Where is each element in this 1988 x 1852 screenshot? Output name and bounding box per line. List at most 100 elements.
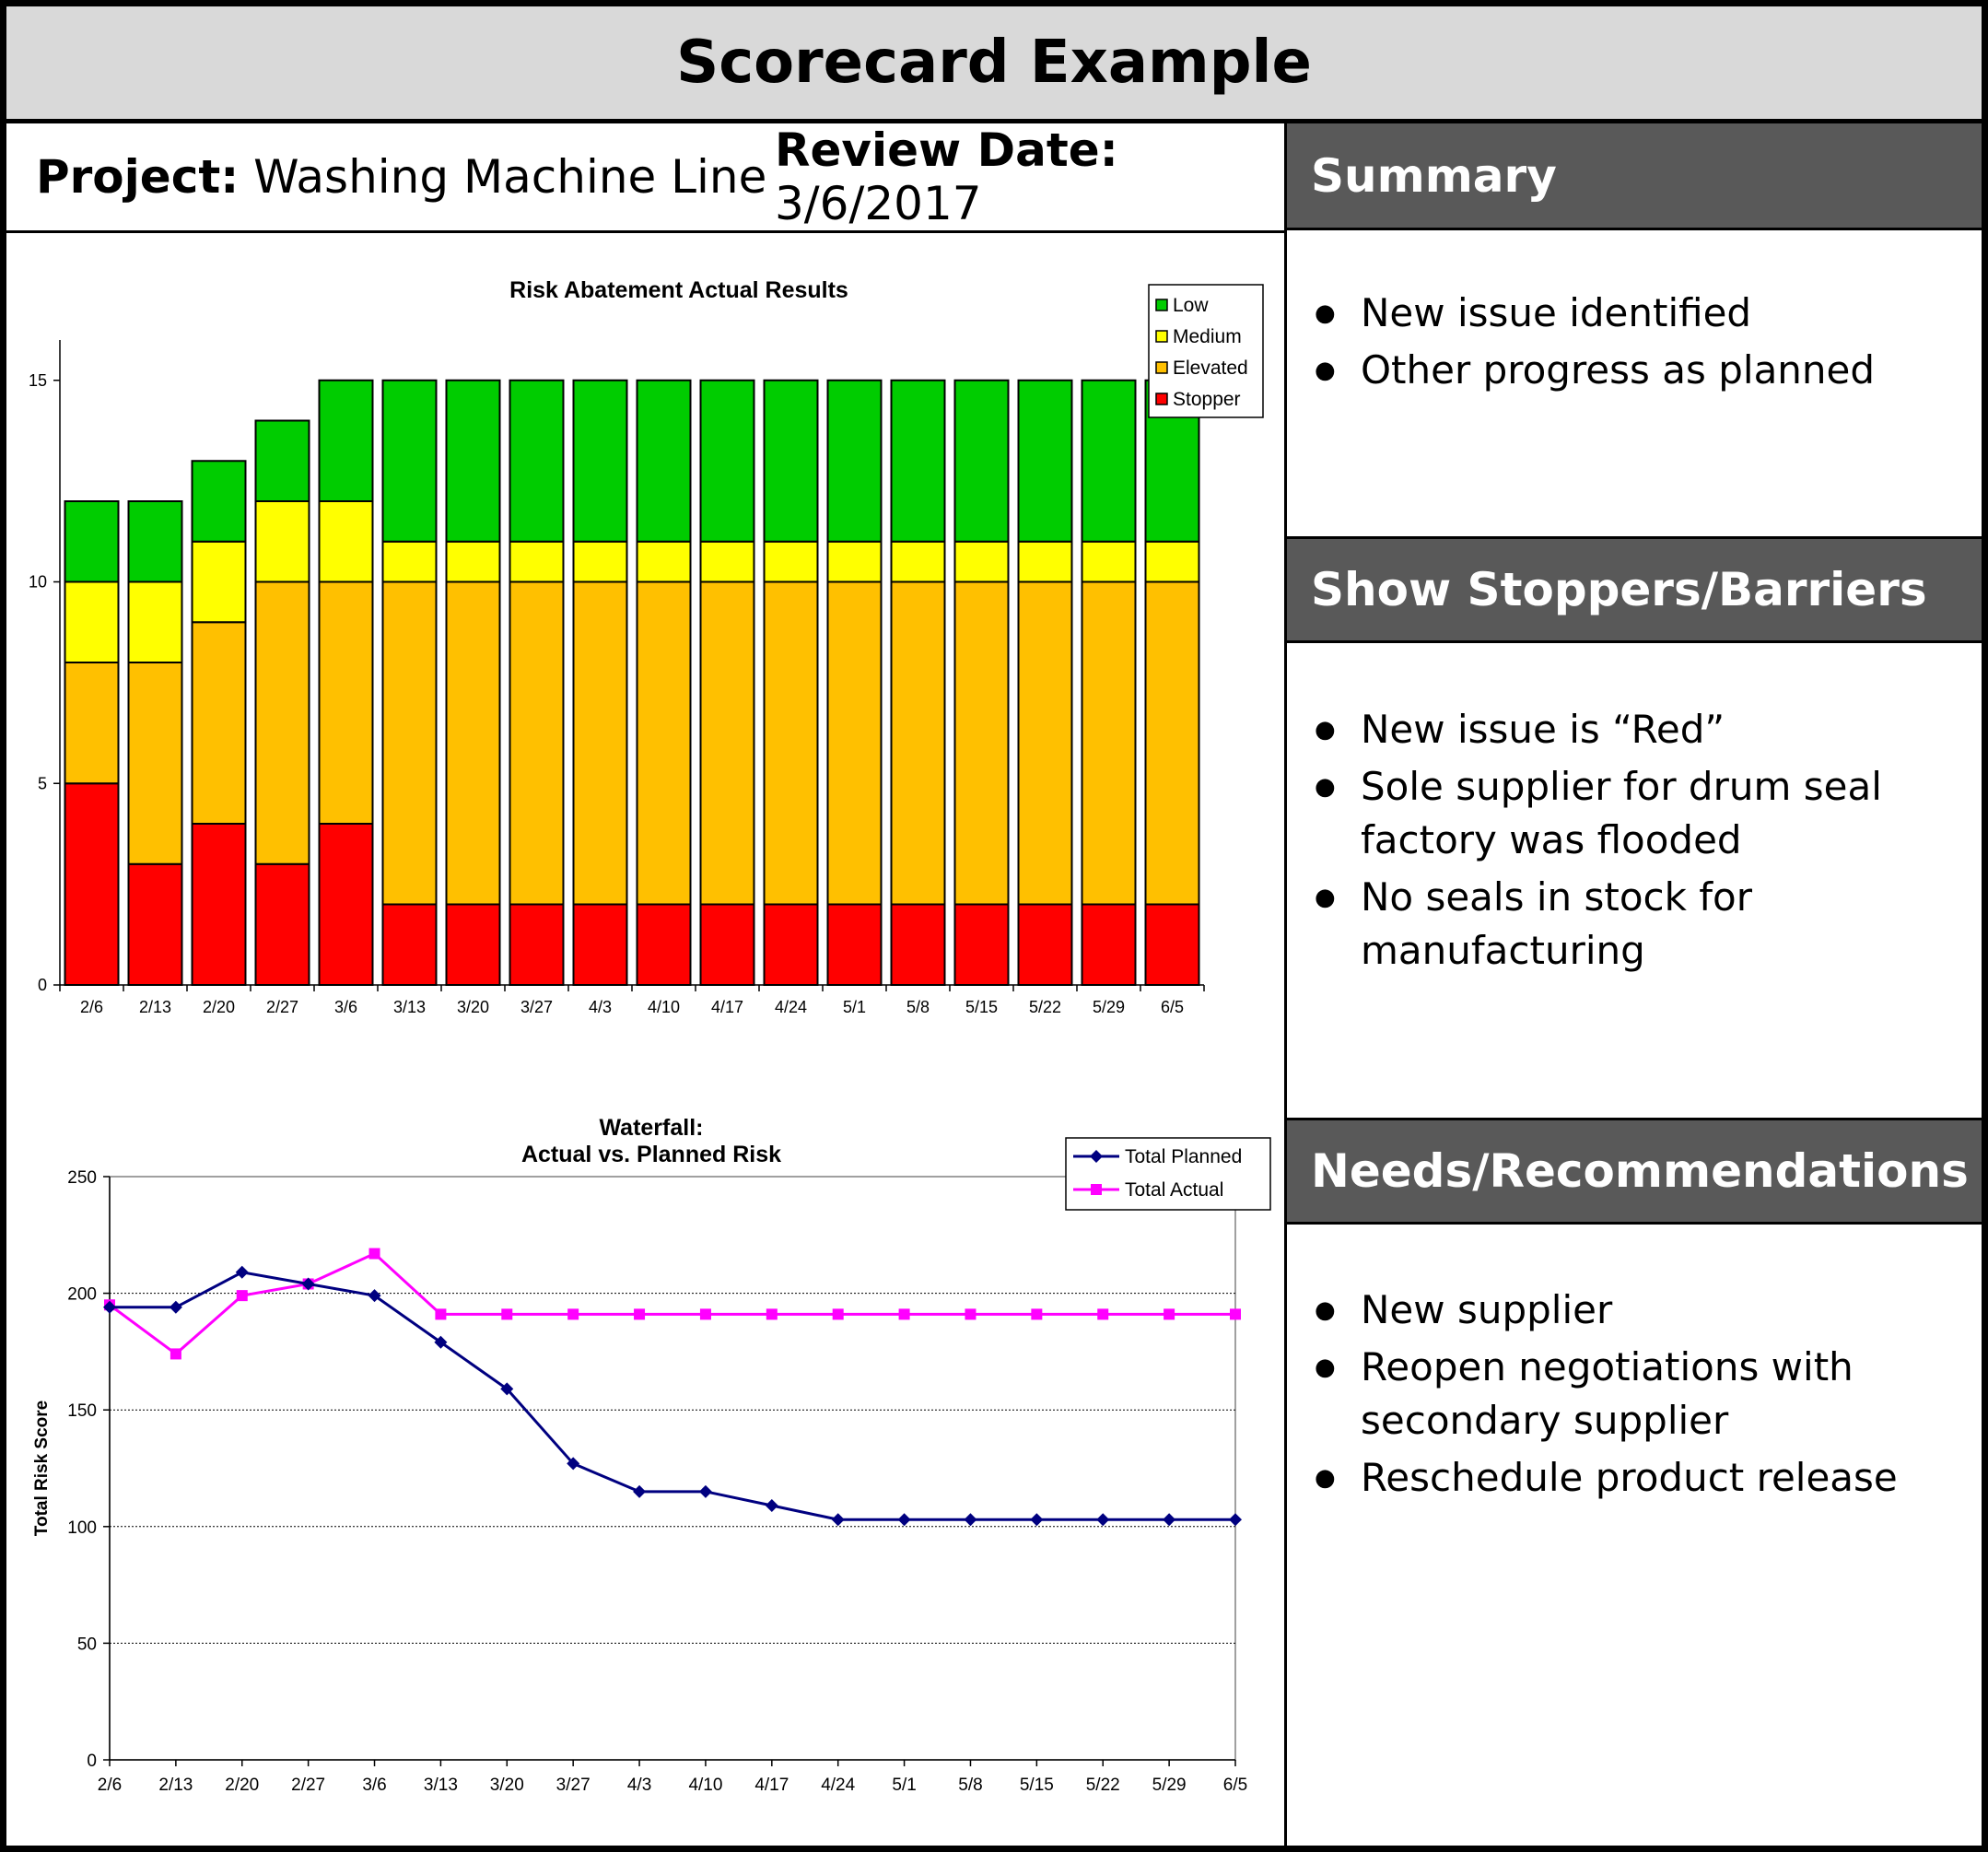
line-chart-legend: Total Planned Total Actual [1065, 1137, 1271, 1211]
bar-segment-stopper [572, 903, 628, 986]
bar-segment-low [636, 379, 692, 543]
bar-segment-medium [64, 580, 120, 663]
series-line-total-actual [109, 1251, 1235, 1356]
bar-segment-low [509, 379, 565, 543]
x-tick-label: 3/20 [490, 1776, 524, 1795]
bar-segment-low [1081, 379, 1137, 543]
x-tick-label: 3/20 [457, 998, 489, 1016]
x-tick-label: 4/3 [627, 1776, 651, 1795]
data-point-planned [633, 1484, 647, 1498]
review-date-label: Review Date: [775, 123, 1118, 177]
legend-box [1065, 1137, 1271, 1211]
x-tick-label: 2/27 [291, 1776, 325, 1795]
y-tick-label: 250 [67, 1168, 97, 1188]
summary-list: New issue identified Other progress as p… [1287, 287, 1982, 401]
bar-chart-title: Risk Abatement Actual Results [509, 277, 848, 303]
x-tick-label: 2/27 [266, 998, 298, 1016]
data-point-planned [301, 1277, 315, 1291]
data-point-planned [169, 1300, 182, 1314]
x-tick-label: 3/13 [424, 1776, 458, 1795]
data-point-planned [368, 1289, 381, 1303]
bar-segment-stopper [191, 823, 247, 986]
data-point-planned [235, 1265, 249, 1279]
bar-segment-medium [1017, 540, 1073, 583]
stoppers-list: New issue is “Red” Sole supplier for dru… [1287, 703, 1982, 981]
data-point-planned [103, 1300, 116, 1314]
data-point-planned [500, 1382, 514, 1396]
x-tick-label: 4/10 [648, 998, 680, 1016]
y-tick-label: 50 [77, 1635, 97, 1654]
bar-segment-elevated [509, 580, 565, 906]
bar-segment-medium [127, 580, 183, 663]
list-item: New issue is “Red” [1287, 703, 1982, 756]
bar-segment-stopper [763, 903, 819, 986]
bar-segment-elevated [826, 580, 883, 906]
x-tick-label: 4/17 [754, 1776, 789, 1795]
legend-label-elevated: Elevated [1173, 358, 1248, 379]
project-field: Project: Washing Machine Line [36, 150, 766, 204]
list-item: Other progress as planned [1287, 344, 1982, 397]
bar-segment-medium [763, 540, 819, 583]
x-tick-label: 2/6 [98, 1776, 122, 1795]
data-point-planned [1030, 1513, 1044, 1527]
bar-segment-elevated [572, 580, 628, 906]
data-point-planned [1096, 1513, 1110, 1527]
bar-segment-low [445, 379, 501, 543]
bar-segment-low [191, 460, 247, 543]
y-axis-title: Total Risk Score [32, 1401, 52, 1536]
x-tick-label: 4/17 [711, 998, 743, 1016]
bar-segment-low [953, 379, 1010, 543]
bar-segment-elevated [1017, 580, 1073, 906]
data-point-actual [965, 1308, 976, 1320]
bar-segment-elevated [890, 580, 946, 906]
y-tick-label: 5 [38, 774, 47, 792]
bar-segment-stopper [64, 782, 120, 986]
legend-swatch-elevated [1155, 361, 1168, 374]
bar-segment-elevated [699, 580, 755, 906]
data-point-planned [831, 1513, 845, 1527]
x-tick-label: 5/29 [1152, 1776, 1187, 1795]
needs-list: New supplier Reopen negotiations with se… [1287, 1284, 1982, 1508]
line-chart-title-line1: Waterfall: [599, 1115, 704, 1141]
data-point-actual [435, 1308, 447, 1320]
line-chart-title: Waterfall: Actual vs. Planned Risk [393, 1115, 909, 1168]
data-point-actual [236, 1290, 248, 1302]
needs-header: Needs/Recommendations [1287, 1118, 1982, 1225]
bar-segment-medium [699, 540, 755, 583]
bar-segment-elevated [64, 662, 120, 785]
data-point-actual [832, 1308, 844, 1320]
x-tick-label: 4/24 [821, 1776, 855, 1795]
list-item: New issue identified [1287, 287, 1982, 340]
data-point-actual [170, 1348, 181, 1360]
x-tick-label: 4/3 [589, 998, 612, 1016]
data-point-planned [1163, 1513, 1176, 1527]
data-point-planned [567, 1457, 580, 1471]
bar-segment-stopper [1017, 903, 1073, 986]
legend-label-low: Low [1173, 295, 1209, 316]
column-divider [1284, 123, 1287, 1852]
series-line-total-planned [110, 1271, 1235, 1521]
data-point-planned [698, 1484, 712, 1498]
legend-label-medium: Medium [1173, 326, 1242, 347]
summary-header: Summary [1287, 123, 1982, 230]
y-tick-label: 150 [67, 1401, 97, 1421]
legend-marker-actual [1091, 1184, 1102, 1195]
bar-segment-medium [636, 540, 692, 583]
data-point-actual [1230, 1308, 1241, 1320]
project-info-row: Project: Washing Machine Line Review Dat… [6, 123, 1284, 233]
stoppers-header: Show Stoppers/Barriers [1287, 536, 1982, 643]
x-tick-label: 2/13 [158, 1776, 193, 1795]
bar-segment-low [64, 500, 120, 583]
x-tick-label: 4/24 [775, 998, 807, 1016]
x-tick-label: 3/27 [556, 1776, 591, 1795]
data-point-actual [766, 1308, 778, 1320]
bar-segment-elevated [191, 621, 247, 825]
data-point-actual [699, 1308, 711, 1320]
x-tick-label: 5/1 [843, 998, 866, 1016]
project-label: Project: [36, 150, 240, 204]
bar-segment-elevated [381, 580, 438, 906]
data-point-planned [1229, 1513, 1242, 1527]
x-tick-label: 3/27 [520, 998, 553, 1016]
line-chart-title-line2: Actual vs. Planned Risk [520, 1142, 782, 1167]
